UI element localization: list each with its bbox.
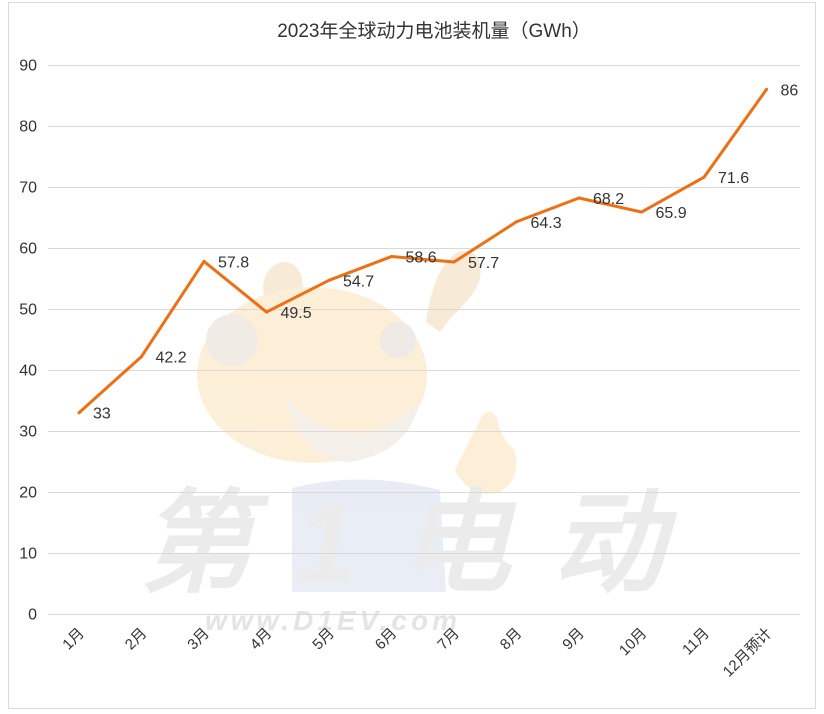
y-tick-label: 60 xyxy=(19,241,37,258)
y-tick-label: 40 xyxy=(19,363,37,380)
data-point xyxy=(327,278,331,282)
data-label: 57.7 xyxy=(468,255,499,272)
mascot-mouth xyxy=(285,395,420,462)
y-tick-label: 80 xyxy=(19,119,37,136)
chart-title: 2023年全球动力电池装机量（GWh） xyxy=(277,20,591,42)
watermark: 第1电动 www.D1EV.com xyxy=(140,251,706,636)
mascot-antler-right xyxy=(426,251,481,332)
y-tick-label: 10 xyxy=(19,546,37,563)
data-point xyxy=(640,210,643,214)
data-label: 57.8 xyxy=(218,254,249,271)
data-label: 58.6 xyxy=(406,250,437,267)
data-label: 64.3 xyxy=(531,215,562,232)
y-tick-label: 0 xyxy=(28,607,37,624)
y-tick-label: 90 xyxy=(19,58,37,75)
mascot-eye xyxy=(380,322,416,358)
y-axis: 0 10 20 30 40 50 60 70 80 90 xyxy=(19,58,37,624)
data-labels: 33 42.2 57.8 49.5 54.7 58.6 57.7 64.3 68.2 65.9 71… xyxy=(93,82,798,422)
data-label: 54.7 xyxy=(343,273,374,290)
y-tick-label: 50 xyxy=(19,302,37,319)
data-label: 33 xyxy=(93,406,111,423)
data-label: 65.9 xyxy=(656,205,687,222)
mascot-body xyxy=(292,479,446,592)
mascot-nose xyxy=(206,314,258,366)
watermark-mascot xyxy=(197,251,517,592)
data-point xyxy=(765,87,768,91)
data-point xyxy=(265,310,268,314)
data-label: 86 xyxy=(781,82,799,99)
data-label: 49.5 xyxy=(281,305,312,322)
data-label: 71.6 xyxy=(718,170,749,187)
y-tick-label: 20 xyxy=(19,485,37,502)
y-tick-label: 30 xyxy=(19,424,37,441)
data-point xyxy=(452,260,456,264)
data-point xyxy=(390,255,393,259)
watermark-url: www.D1EV.com xyxy=(205,605,461,636)
gridlines xyxy=(48,65,800,615)
series-line xyxy=(77,87,768,415)
data-point xyxy=(140,355,143,359)
y-tick-label: 70 xyxy=(19,180,37,197)
data-label: 68.2 xyxy=(593,191,624,208)
mascot-hand xyxy=(455,411,517,494)
series xyxy=(77,87,768,415)
data-point xyxy=(515,220,518,224)
data-point xyxy=(202,259,206,263)
data-point xyxy=(577,196,581,200)
data-label: 42.2 xyxy=(156,350,187,367)
watermark-brand: 第1电动 xyxy=(140,481,706,606)
data-point xyxy=(77,411,81,415)
data-point xyxy=(702,175,706,179)
